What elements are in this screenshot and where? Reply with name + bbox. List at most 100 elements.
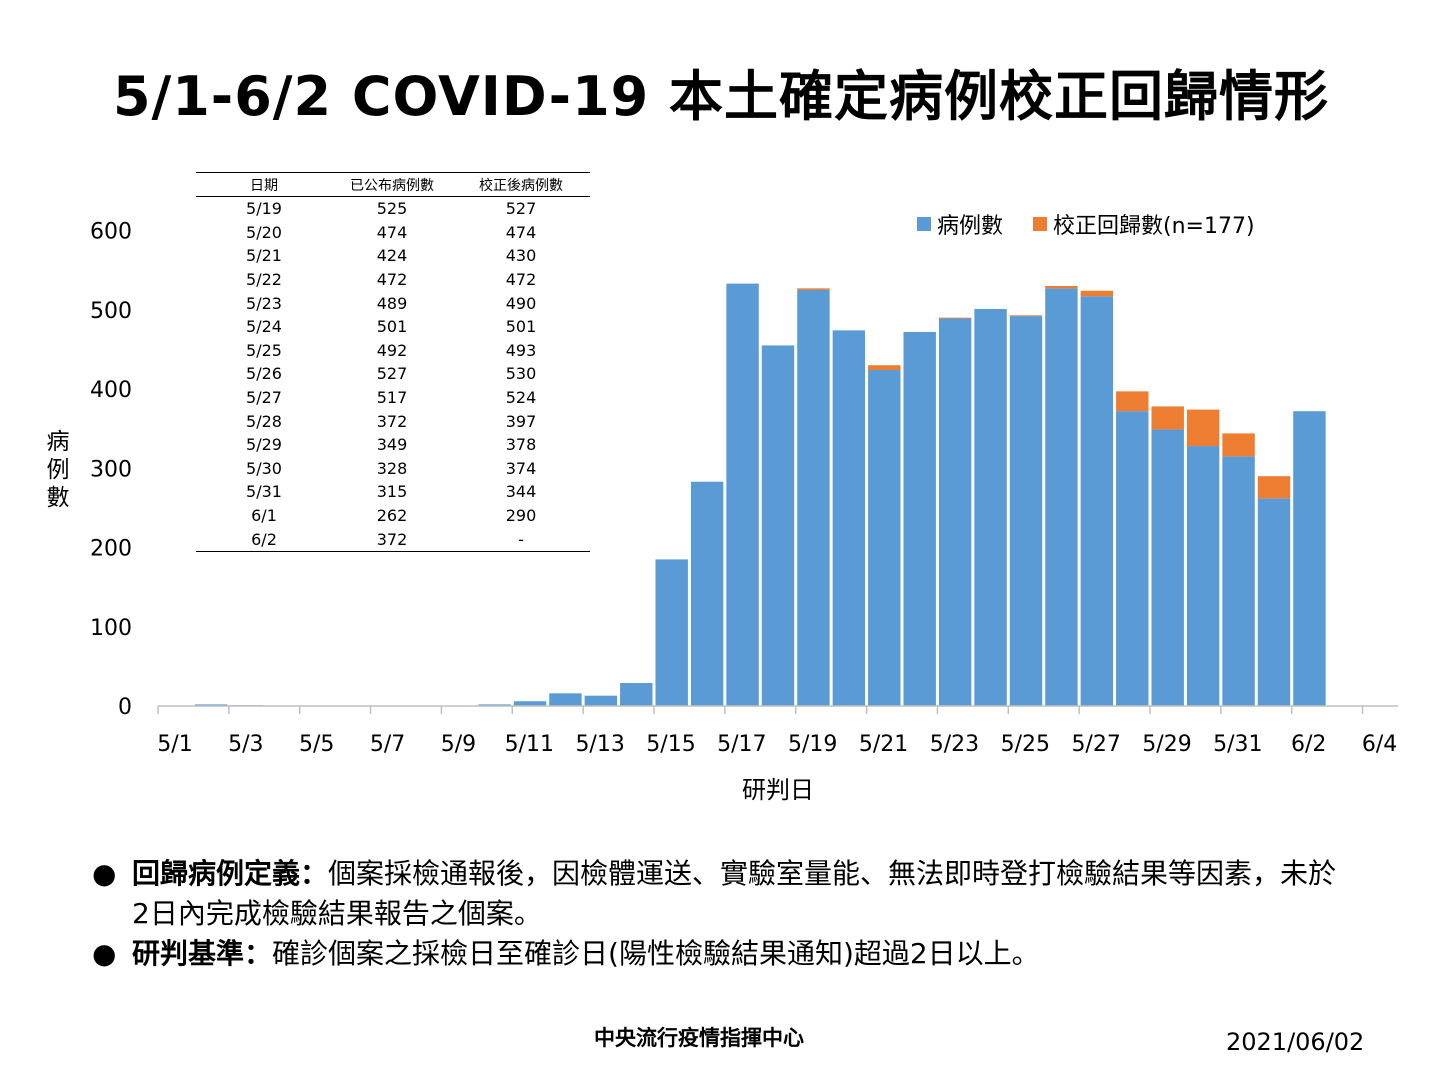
legend-item-cases: 病例數 <box>917 208 1003 240</box>
table-cell-corrected: 527 <box>505 199 537 219</box>
legend-label-cases: 病例數 <box>937 214 1004 239</box>
note-term: 回歸病例定義： <box>132 857 329 890</box>
table-cell-published: 372 <box>376 411 408 431</box>
table-cell-date: 5/19 <box>246 199 282 219</box>
table-cell-published: 489 <box>376 293 408 313</box>
bullet-icon: ● <box>92 937 117 970</box>
bar-correction <box>1257 476 1291 499</box>
x-tick-label: 5/25 <box>1001 732 1050 757</box>
x-tick-label: 5/1 <box>157 732 192 757</box>
bar-cases <box>1293 411 1326 706</box>
table-row: 5/20 474 474 <box>196 221 590 245</box>
chart-axes: 5/1 5/3 5/5 5/7 5/9 5/11 5/13 5/15 5/17 5/19 5/21 5… <box>90 220 1398 804</box>
table-cell-published: 474 <box>376 222 408 242</box>
table-cell-published: 315 <box>376 482 408 502</box>
y-tick-label: 100 <box>90 616 132 641</box>
table-cell-published: 328 <box>376 458 408 478</box>
bar-correction <box>1080 290 1114 297</box>
x-tick-label: 5/21 <box>859 732 908 757</box>
bar-correction <box>938 317 972 319</box>
table-cell-published: 492 <box>376 340 408 360</box>
bar-cases <box>1186 446 1220 706</box>
table-row: 5/21 424 430 <box>196 244 590 268</box>
bar-cases <box>1222 456 1255 706</box>
table-row: 5/27 517 524 <box>196 386 590 410</box>
bar-cases <box>690 481 724 706</box>
table-cell-date: 5/28 <box>246 411 282 431</box>
x-tick-label: 5/7 <box>370 732 405 757</box>
table-cell-corrected: 490 <box>505 293 537 313</box>
table-cell-published: 349 <box>376 435 408 455</box>
table-cell-corrected: 378 <box>505 435 537 455</box>
bar-cases <box>974 308 1007 706</box>
footer-date: 2021/06/02 <box>1226 1028 1365 1056</box>
table-cell-corrected: 524 <box>505 388 537 408</box>
x-tick-label: 5/17 <box>717 732 766 757</box>
bar-correction <box>1045 285 1078 289</box>
notes-section: ● 回歸病例定義：個案採檢通報後，因檢體運送、實驗室量能、無法即時登打檢驗結果等… <box>92 854 1352 974</box>
table-row: 6/2 372- <box>196 527 590 552</box>
table-cell-published: 262 <box>376 506 408 526</box>
legend-swatch-correction <box>1033 217 1048 231</box>
y-tick-label: 600 <box>90 220 132 245</box>
x-tick-label: 5/3 <box>228 732 263 757</box>
x-tick-label: 6/4 <box>1362 732 1397 757</box>
table-row: 5/19 525 527 <box>196 197 590 221</box>
y-tick-label: 0 <box>118 695 132 720</box>
legend-item-correction: 校正回歸數(n=177) <box>1033 208 1255 240</box>
table-cell-date: 5/23 <box>246 293 282 313</box>
bar-cases <box>584 695 618 706</box>
bar-correction <box>1222 433 1255 457</box>
table-cell-date: 5/29 <box>246 435 282 455</box>
footer-organization: 中央流行疫情指揮中心 <box>594 1026 804 1050</box>
table-cell-corrected: - <box>452 527 590 552</box>
bar-cases <box>478 704 511 706</box>
legend-label-correction: 校正回歸數(n=177) <box>1053 214 1255 239</box>
y-axis-label: 病例數 <box>40 428 76 512</box>
table-cell-date: 5/27 <box>246 388 282 408</box>
bar-correction <box>1186 409 1220 447</box>
bar-correction <box>1009 315 1043 317</box>
bar-cases <box>1257 498 1291 706</box>
table-cell-corrected: 344 <box>505 482 537 502</box>
table-cell-published: 527 <box>376 364 408 384</box>
table-cell-corrected: 374 <box>505 458 537 478</box>
bar-cases <box>761 345 795 706</box>
table-row: 5/29 349 378 <box>196 433 590 457</box>
x-tick-label: 5/27 <box>1071 732 1120 757</box>
y-axis-label-char: 數 <box>46 485 70 511</box>
x-tick-label: 5/29 <box>1142 732 1191 757</box>
table-cell-corrected: 501 <box>505 317 537 337</box>
table-cell-published: 525 <box>376 199 408 219</box>
table-cell-corrected: 430 <box>505 246 537 266</box>
x-tick-label: 5/19 <box>788 732 837 757</box>
table-cell-date: 5/30 <box>246 458 282 478</box>
y-tick-label: 500 <box>90 299 132 324</box>
bar-correction <box>868 365 901 370</box>
bar-cases <box>903 331 936 706</box>
x-tick-label: 6/2 <box>1291 732 1326 757</box>
bar-cases <box>938 318 972 706</box>
y-axis-label-char: 病 <box>46 429 70 455</box>
table-cell-corrected: 530 <box>505 364 537 384</box>
table-cell-date: 5/22 <box>246 270 282 290</box>
table-header-published: 已公布病例數 <box>332 172 452 197</box>
x-tick-label: 5/9 <box>441 732 476 757</box>
table-header-corrected: 校正後病例數 <box>452 172 590 197</box>
table-cell-date: 5/20 <box>246 222 282 242</box>
bar-cases <box>797 289 830 706</box>
note-criteria: ● 研判基準：確診個案之採檢日至確診日(陽性檢驗結果通知)超過2日以上。 <box>92 934 1352 974</box>
bar-cases <box>1116 411 1149 706</box>
table-cell-published: 424 <box>376 246 408 266</box>
note-definition: ● 回歸病例定義：個案採檢通報後，因檢體運送、實驗室量能、無法即時登打檢驗結果等… <box>92 854 1352 934</box>
table-header-row: 日期 已公布病例數 校正後病例數 <box>196 172 590 197</box>
table-cell-published: 472 <box>376 270 408 290</box>
bar-cases <box>1045 288 1078 706</box>
note-text: 確診個案之採檢日至確診日(陽性檢驗結果通知)超過2日以上。 <box>272 937 1040 970</box>
chart-legend: 病例數 校正回歸數(n=177) <box>917 208 1255 240</box>
bar-cases <box>1080 296 1114 706</box>
table-cell-corrected: 290 <box>505 506 537 526</box>
bar-cases <box>868 369 901 706</box>
table-cell-published: 517 <box>376 388 408 408</box>
